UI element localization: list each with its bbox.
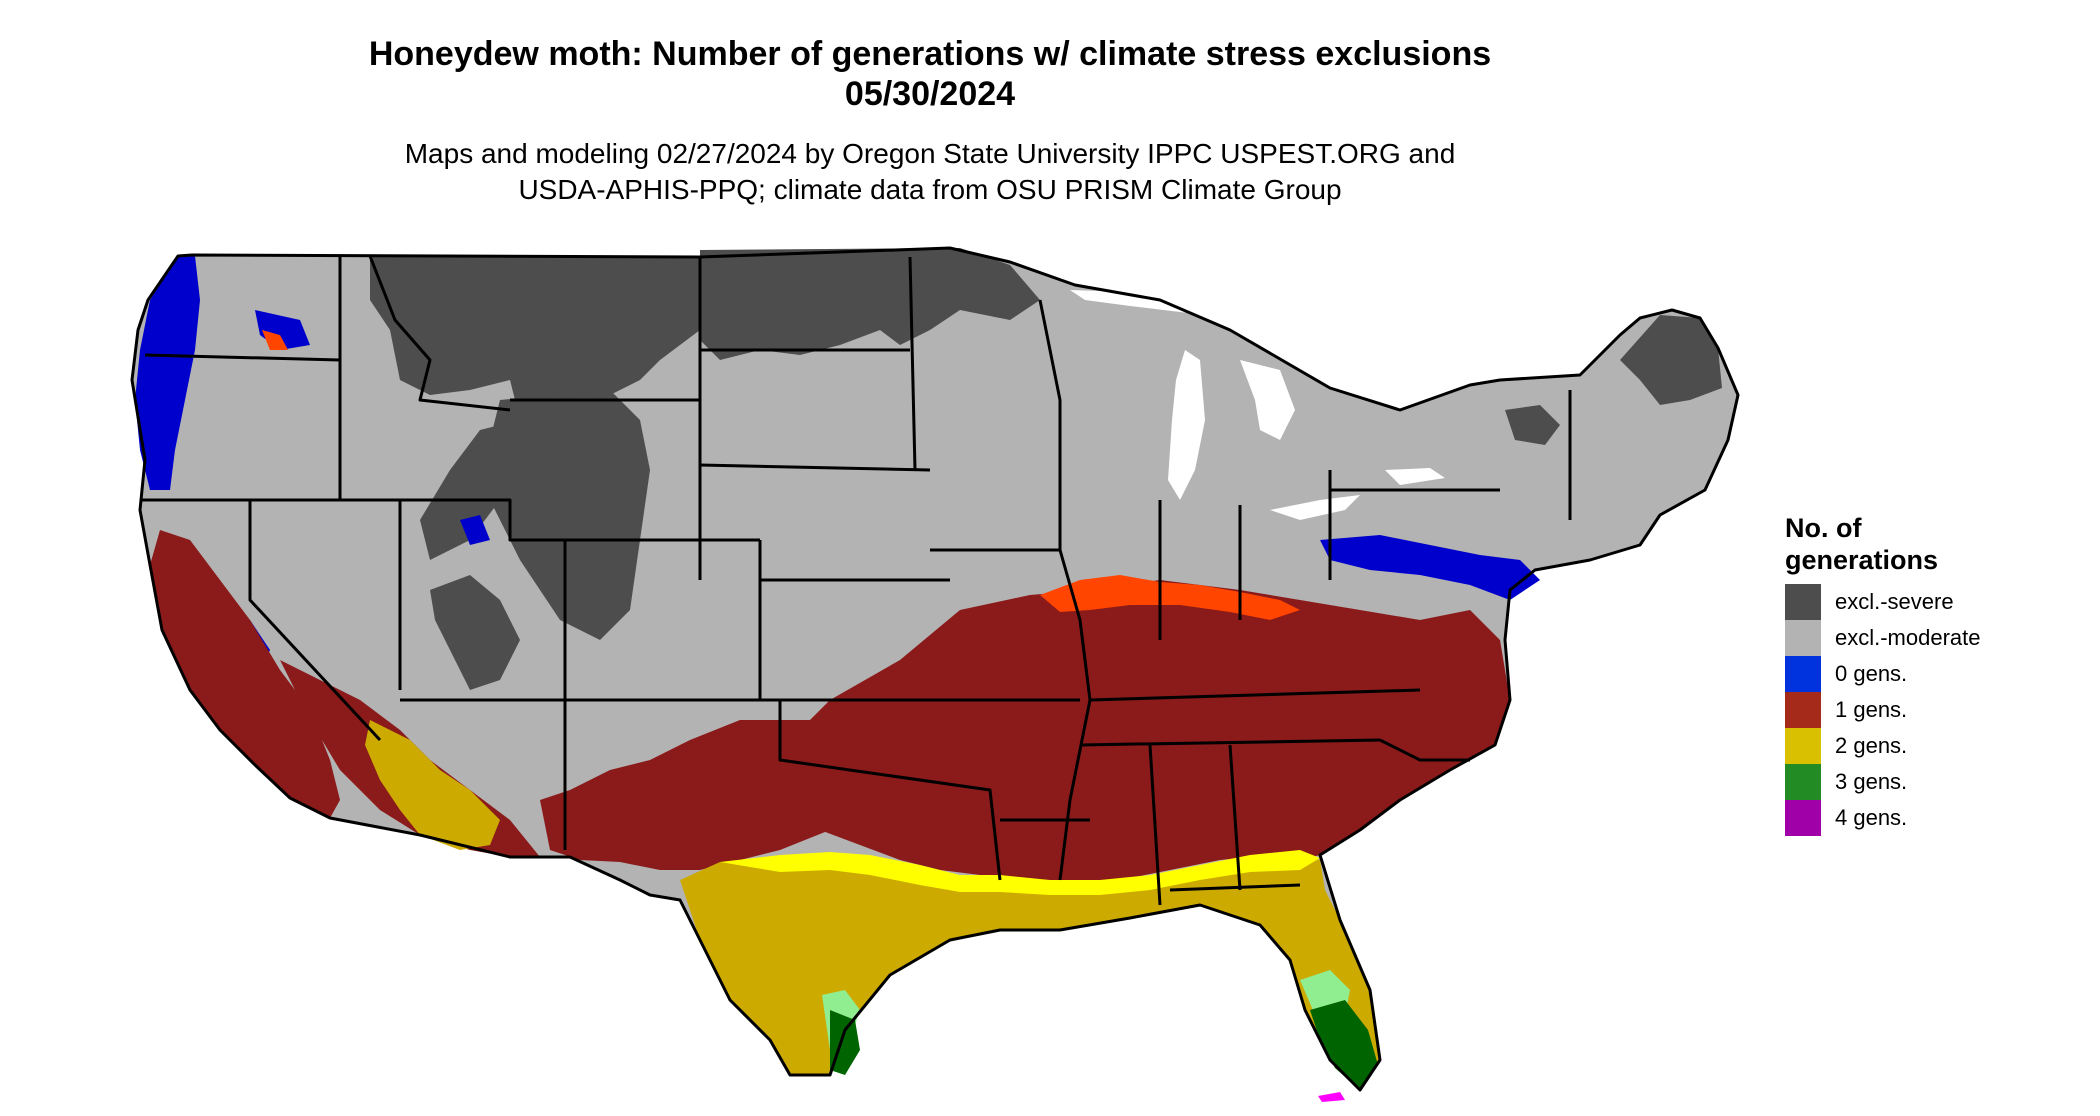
four-florida-keys xyxy=(1318,1092,1345,1102)
lake-ontario xyxy=(1385,468,1445,485)
severe-maine xyxy=(1620,315,1722,405)
legend-label: 2 gens. xyxy=(1835,733,1908,758)
severe-wyoming-colorado xyxy=(480,390,650,640)
national-outline xyxy=(130,246,1740,1092)
legend-title-line-2: generations xyxy=(1785,545,1939,575)
lake-erie xyxy=(1270,495,1360,520)
legend-swatch-0-gens xyxy=(1785,656,1821,692)
legend-item-0-gens: 0 gens. xyxy=(1785,656,1981,692)
three-south-texas xyxy=(830,1010,860,1075)
legend-swatch-2-gens xyxy=(1785,728,1821,764)
us-generations-map xyxy=(130,246,1740,1102)
mississippi-river-line xyxy=(1038,299,1092,881)
tennessee-south-line xyxy=(1079,738,1381,747)
severe-dakotas-minnesota xyxy=(700,248,1040,360)
idaho-montana-line xyxy=(368,255,511,412)
legend: No. of generations excl.-severe excl.-mo… xyxy=(1785,512,1981,836)
great-lakes xyxy=(1070,290,1445,520)
two-gulf-coast xyxy=(680,855,1380,1090)
three-generation-areas xyxy=(822,970,1378,1090)
legend-label: 3 gens. xyxy=(1835,769,1908,794)
severe-adirondacks xyxy=(1505,405,1560,445)
two-generation-areas xyxy=(365,720,1380,1090)
legend-item-2-gens: 2 gens. xyxy=(1785,728,1981,764)
minnesota-west-line xyxy=(908,256,917,471)
legend-swatch-3-gens xyxy=(1785,764,1821,800)
legend-label: excl.-severe xyxy=(1835,589,1954,614)
legend-swatch-excl-severe xyxy=(1785,584,1821,620)
zero-nevada-mountains xyxy=(460,515,490,545)
washington-oregon-line xyxy=(144,353,341,362)
legend-title: No. of generations xyxy=(1785,512,1981,576)
legend-label: excl.-moderate xyxy=(1835,625,1981,650)
zero-pacific-northwest xyxy=(135,256,200,490)
legend-label: 4 gens. xyxy=(1835,805,1908,830)
legend-item-excl-moderate: excl.-moderate xyxy=(1785,620,1981,656)
map-subtitle: Maps and modeling 02/27/2024 by Oregon S… xyxy=(0,136,1860,208)
mississippi-alabama-line xyxy=(1148,744,1162,906)
legend-item-excl-severe: excl.-severe xyxy=(1785,584,1981,620)
legend-swatch-1-gens xyxy=(1785,692,1821,728)
georgia-florida-line xyxy=(1169,883,1301,892)
legend-title-line-1: No. of xyxy=(1785,513,1862,543)
severe-exclusion-areas xyxy=(370,248,1722,690)
one-southeast-midwest xyxy=(740,580,1510,885)
legend-item-1-gens: 1 gens. xyxy=(1785,692,1981,728)
title-line-2-date: 05/30/2024 xyxy=(844,75,1016,113)
tennessee-north-line xyxy=(1089,688,1421,702)
carolinas-line xyxy=(1379,738,1470,762)
zero-mid-atlantic-band xyxy=(1320,535,1540,600)
three-south-florida xyxy=(1310,1000,1378,1090)
subtitle-line-2: USDA-APHIS-PPQ; climate data from OSU PR… xyxy=(518,174,1342,205)
lake-huron xyxy=(1240,360,1295,440)
lake-michigan xyxy=(1168,350,1205,500)
lake-superior xyxy=(1070,290,1240,318)
edge-washington-spot xyxy=(262,330,288,350)
subtitle-line-1: Maps and modeling 02/27/2024 by Oregon S… xyxy=(404,138,1456,169)
title-line-1: Honeydew moth: Number of generations w/ … xyxy=(368,35,1492,73)
nevada-california-line xyxy=(248,500,382,742)
two-arizona-desert xyxy=(365,720,500,850)
state-borders xyxy=(130,246,1740,1092)
severe-utah-nevada xyxy=(430,575,520,690)
alabama-georgia-line xyxy=(1228,744,1242,891)
legend-label: 1 gens. xyxy=(1835,697,1908,722)
map-title: Honeydew moth: Number of generations w/ … xyxy=(0,34,1860,114)
one-california xyxy=(150,530,340,818)
legend-swatch-4-gens xyxy=(1785,800,1821,836)
edge-ohio-valley xyxy=(1040,575,1300,620)
one-generation-edge-areas xyxy=(262,330,1300,620)
edge-gulf-north xyxy=(720,850,1320,895)
south-dakota-nebraska-line xyxy=(699,463,931,472)
legend-item-4-gens: 4 gens. xyxy=(1785,800,1981,836)
legend-label: 0 gens. xyxy=(1835,661,1908,686)
legend-swatch-excl-moderate xyxy=(1785,620,1821,656)
legend-item-3-gens: 3 gens. xyxy=(1785,764,1981,800)
one-texas-new-mexico xyxy=(540,720,840,870)
two-generation-edge-areas xyxy=(720,850,1320,895)
texas-panhandle-line xyxy=(778,700,1002,881)
